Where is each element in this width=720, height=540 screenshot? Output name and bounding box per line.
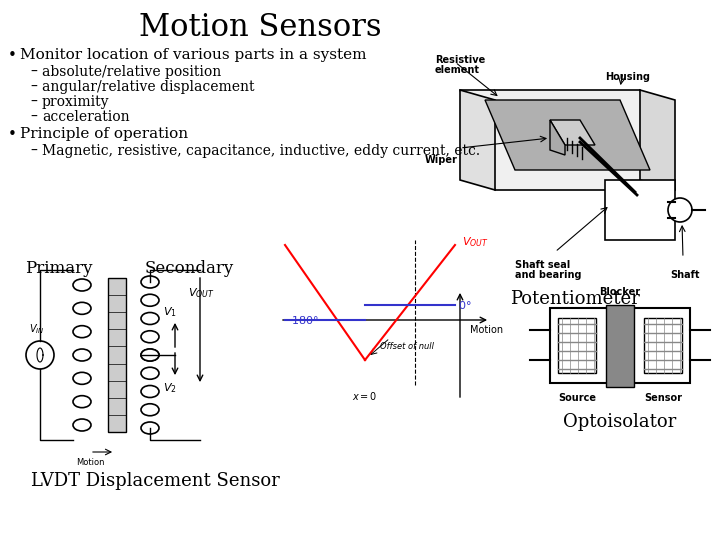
- Text: $V_{OUT}$: $V_{OUT}$: [462, 235, 489, 249]
- Ellipse shape: [73, 419, 91, 431]
- Circle shape: [26, 341, 54, 369]
- Text: Primary: Primary: [25, 260, 92, 277]
- Text: proximity: proximity: [42, 95, 109, 109]
- Text: and bearing: and bearing: [515, 270, 582, 280]
- Polygon shape: [485, 100, 650, 170]
- Text: Motion: Motion: [470, 325, 503, 335]
- Ellipse shape: [141, 404, 159, 416]
- Text: $-180°$: $-180°$: [282, 314, 319, 326]
- Text: –: –: [30, 110, 37, 124]
- Text: Monitor location of various parts in a system: Monitor location of various parts in a s…: [20, 48, 366, 62]
- Text: Principle of operation: Principle of operation: [20, 127, 188, 141]
- Text: Source: Source: [558, 393, 596, 403]
- Ellipse shape: [73, 373, 91, 384]
- Text: •: •: [8, 48, 17, 63]
- Text: Secondary: Secondary: [145, 260, 234, 277]
- Ellipse shape: [141, 313, 159, 325]
- Text: Wiper: Wiper: [425, 155, 458, 165]
- Ellipse shape: [141, 294, 159, 306]
- Text: Potentiometer: Potentiometer: [510, 290, 640, 308]
- Ellipse shape: [141, 367, 159, 379]
- Bar: [108, 278, 126, 432]
- Text: $0°$: $0°$: [458, 299, 472, 311]
- Text: $x=0$: $x=0$: [352, 390, 378, 402]
- Polygon shape: [460, 90, 495, 190]
- Text: Sensor: Sensor: [644, 393, 682, 403]
- Text: acceleration: acceleration: [42, 110, 130, 124]
- Ellipse shape: [141, 422, 159, 434]
- Bar: [644, 318, 682, 373]
- Text: –: –: [30, 80, 37, 94]
- Text: •: •: [8, 127, 17, 142]
- Text: Magnetic, resistive, capacitance, inductive, eddy current, etc.: Magnetic, resistive, capacitance, induct…: [42, 144, 480, 158]
- Text: Blocker: Blocker: [600, 287, 641, 297]
- Text: –: –: [30, 95, 37, 109]
- Text: Shaft: Shaft: [670, 270, 700, 280]
- Ellipse shape: [73, 326, 91, 338]
- Polygon shape: [550, 120, 565, 155]
- Ellipse shape: [73, 396, 91, 408]
- Text: absolute/relative position: absolute/relative position: [42, 65, 221, 79]
- Text: Shaft seal: Shaft seal: [515, 260, 570, 270]
- Ellipse shape: [73, 349, 91, 361]
- Text: –: –: [30, 144, 37, 158]
- Ellipse shape: [73, 302, 91, 314]
- Circle shape: [668, 198, 692, 222]
- Text: $V_{IN}$: $V_{IN}$: [30, 322, 45, 336]
- Text: Housing: Housing: [605, 72, 650, 82]
- Text: –: –: [30, 65, 37, 79]
- Text: LVDT Displacement Sensor: LVDT Displacement Sensor: [31, 472, 279, 490]
- Polygon shape: [605, 180, 675, 240]
- FancyBboxPatch shape: [550, 308, 690, 383]
- Polygon shape: [640, 90, 675, 190]
- Ellipse shape: [141, 330, 159, 343]
- Text: Resistive: Resistive: [435, 55, 485, 65]
- Text: element: element: [435, 65, 480, 75]
- Ellipse shape: [73, 279, 91, 291]
- Text: Offset of null: Offset of null: [380, 342, 434, 351]
- Bar: [558, 318, 596, 373]
- Text: angular/relative displacement: angular/relative displacement: [42, 80, 254, 94]
- Text: Motion: Motion: [76, 458, 104, 467]
- Text: $V_1$: $V_1$: [163, 305, 177, 319]
- Polygon shape: [460, 90, 675, 190]
- Polygon shape: [550, 120, 595, 145]
- Text: Optoisolator: Optoisolator: [563, 413, 677, 431]
- Text: $V_{OUT}$: $V_{OUT}$: [188, 286, 215, 300]
- Text: Motion Sensors: Motion Sensors: [139, 12, 382, 43]
- Text: $V_2$: $V_2$: [163, 381, 176, 395]
- Ellipse shape: [141, 349, 159, 361]
- Ellipse shape: [141, 276, 159, 288]
- Bar: [606, 305, 634, 387]
- Ellipse shape: [141, 349, 159, 361]
- Ellipse shape: [141, 386, 159, 397]
